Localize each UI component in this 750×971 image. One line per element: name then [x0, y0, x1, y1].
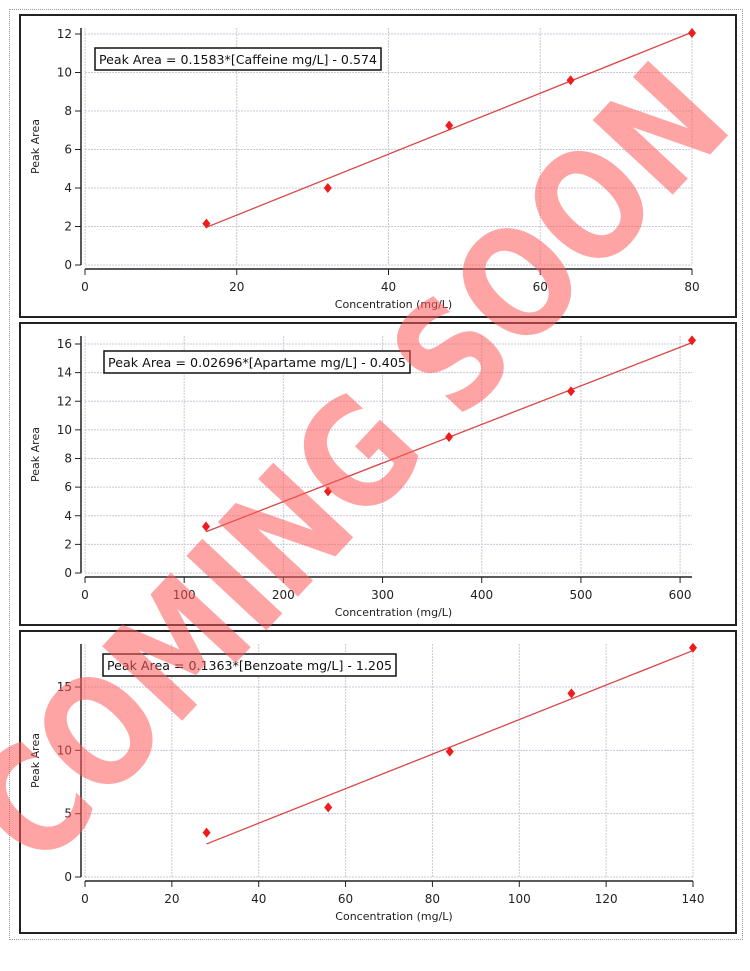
- caffeine-chart-panel: 0 20 40 60 80 0 2 4 6 8 10 12 Concentration (mg/L) Pe…: [19, 14, 737, 318]
- x-tick-label: 40: [381, 280, 396, 294]
- x-tick-label: 0: [81, 892, 89, 906]
- aspartame-chart: 0 100 200 300 400 500 600 0 2 4 6 8 10 12 14 16 Concentr…: [29, 335, 696, 619]
- annotation-box: [94, 47, 382, 71]
- y-tick-label: 10: [57, 66, 72, 80]
- y-tick-label: 4: [64, 509, 72, 523]
- x-tick-label: 40: [251, 892, 266, 906]
- annotation-text: Peak Area = 0.1363*[Benzoate mg/L] - 1.2…: [107, 659, 392, 673]
- y-tick-label: 10: [57, 423, 72, 437]
- x-tick-label: 100: [173, 588, 196, 602]
- x-tick-label: 400: [470, 588, 493, 602]
- y-tick-label: 5: [64, 807, 72, 821]
- y-tick-label: 14: [57, 366, 72, 380]
- annotation-box: [103, 350, 411, 374]
- data-point: [689, 642, 697, 653]
- benzoate-chart: 0 20 40 60 80 100 120 140 0 5 10 15 Concentration (m…: [29, 642, 705, 923]
- annotation-box: [102, 653, 397, 677]
- x-tick-label: 60: [533, 280, 548, 294]
- y-tick-label: 2: [64, 537, 72, 551]
- aspartame-chart-panel: 0 100 200 300 400 500 600 0 2 4 6 8 10 12 14 16 Concentr…: [19, 322, 737, 626]
- data-point: [688, 28, 696, 39]
- data-point: [202, 827, 211, 838]
- annotation-text: Peak Area = 0.02696*[Apartame mg/L] - 0.…: [108, 356, 406, 370]
- data-point: [688, 335, 696, 346]
- data-point: [566, 75, 575, 86]
- annotation-text: Peak Area = 0.1583*[Caffeine mg/L] - 0.5…: [99, 53, 377, 67]
- data-point: [202, 218, 211, 229]
- equation-annotation: Peak Area = 0.1583*[Caffeine mg/L] - 0.5…: [94, 47, 382, 71]
- x-tick-label: 600: [669, 588, 692, 602]
- y-axis-label: Peak Area: [29, 733, 42, 788]
- y-tick-label: 8: [64, 452, 72, 466]
- data-point: [323, 183, 332, 193]
- y-tick-label: 6: [64, 480, 72, 494]
- x-tick-label: 120: [595, 892, 618, 906]
- x-tick-label: 200: [272, 588, 295, 602]
- data-point: [323, 486, 332, 497]
- data-point: [567, 688, 576, 699]
- x-tick-label: 20: [229, 280, 244, 294]
- y-tick-label: 2: [64, 220, 72, 234]
- x-axis-label: Concentration (mg/L): [335, 910, 452, 923]
- x-tick-label: 80: [425, 892, 440, 906]
- data-point: [445, 746, 454, 757]
- y-tick-label: 0: [64, 566, 72, 580]
- x-tick-label: 140: [682, 892, 705, 906]
- x-tick-label: 80: [684, 280, 699, 294]
- x-tick-label: 20: [164, 892, 179, 906]
- x-tick-label: 100: [508, 892, 531, 906]
- y-tick-label: 12: [57, 394, 72, 408]
- x-tick-label: 0: [81, 588, 89, 602]
- y-tick-label: 0: [64, 870, 72, 884]
- data-point: [445, 432, 454, 443]
- y-tick-label: 6: [64, 143, 72, 157]
- x-tick-label: 60: [338, 892, 353, 906]
- y-tick-label: 15: [57, 680, 72, 694]
- x-axis-label: Concentration (mg/L): [335, 298, 452, 311]
- data-point: [324, 802, 333, 813]
- y-tick-label: 10: [57, 743, 72, 757]
- equation-annotation: Peak Area = 0.1363*[Benzoate mg/L] - 1.2…: [102, 653, 397, 677]
- y-tick-label: 8: [64, 104, 72, 118]
- y-tick-label: 12: [57, 27, 72, 41]
- caffeine-chart: 0 20 40 60 80 0 2 4 6 8 10 12 Concentration (mg/L) Pe…: [29, 27, 700, 311]
- x-tick-label: 300: [371, 588, 394, 602]
- x-tick-label: 0: [81, 280, 89, 294]
- benzoate-chart-panel: 0 20 40 60 80 100 120 140 0 5 10 15 Concentration (m…: [19, 630, 737, 934]
- equation-annotation: Peak Area = 0.02696*[Apartame mg/L] - 0.…: [103, 350, 411, 374]
- y-tick-label: 0: [64, 258, 72, 272]
- x-tick-label: 500: [569, 588, 592, 602]
- data-point: [566, 386, 575, 397]
- x-axis-label: Concentration (mg/L): [335, 606, 452, 619]
- figure-frame: [9, 9, 743, 940]
- y-tick-label: 16: [57, 337, 72, 351]
- data-point: [202, 521, 211, 532]
- y-axis-label: Peak Area: [29, 119, 42, 174]
- y-axis-label: Peak Area: [29, 427, 42, 482]
- y-tick-label: 4: [64, 181, 72, 195]
- data-point: [445, 120, 454, 131]
